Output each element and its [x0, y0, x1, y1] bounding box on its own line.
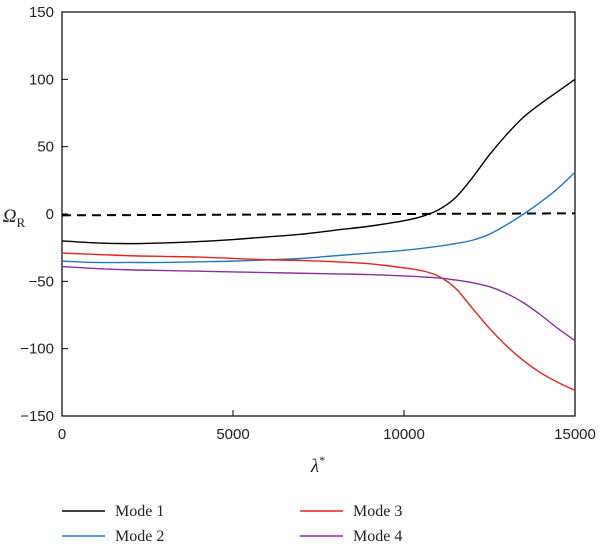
y-tick-label: −50: [29, 273, 54, 290]
x-tick-label: 5000: [216, 426, 249, 443]
legend-label: Mode 3: [353, 503, 402, 520]
legend-label: Mode 2: [115, 528, 164, 545]
y-tick-label: 50: [37, 139, 54, 156]
ticks-layer: [61, 11, 576, 417]
x-tick-label: 0: [58, 426, 66, 443]
labels-layer: 0 5000 10000 15000 −150 −100 −50 0 50 100 150: [20, 4, 596, 443]
y-axis-title: ΩR: [3, 206, 26, 230]
series-line-4: [61, 265, 576, 342]
series-layer: [61, 78, 576, 392]
x-tick-label: 10000: [383, 426, 425, 443]
legend-item: Mode 3: [300, 503, 402, 520]
y-tick-label: −100: [20, 341, 54, 358]
y-tick-label: 150: [29, 4, 54, 21]
y-tick-label: 0: [46, 206, 54, 223]
zero-reference-line: [61, 212, 576, 217]
legend-item: Mode 1: [62, 503, 164, 520]
x-tick-label: 15000: [554, 426, 596, 443]
series-line-2: [61, 171, 576, 264]
legend: Mode 1 Mode 2 Mode 3 Mode 4: [62, 503, 402, 545]
legend-label: Mode 4: [353, 528, 402, 545]
y-tick-label: 100: [29, 71, 54, 88]
y-tick-label: −150: [20, 408, 54, 425]
legend-item: Mode 4: [300, 528, 402, 545]
legend-item: Mode 2: [62, 528, 164, 545]
legend-label: Mode 1: [115, 503, 164, 520]
series-line-1: [61, 78, 576, 245]
x-axis-title: λ*: [310, 453, 325, 477]
series-line-3: [61, 252, 576, 392]
